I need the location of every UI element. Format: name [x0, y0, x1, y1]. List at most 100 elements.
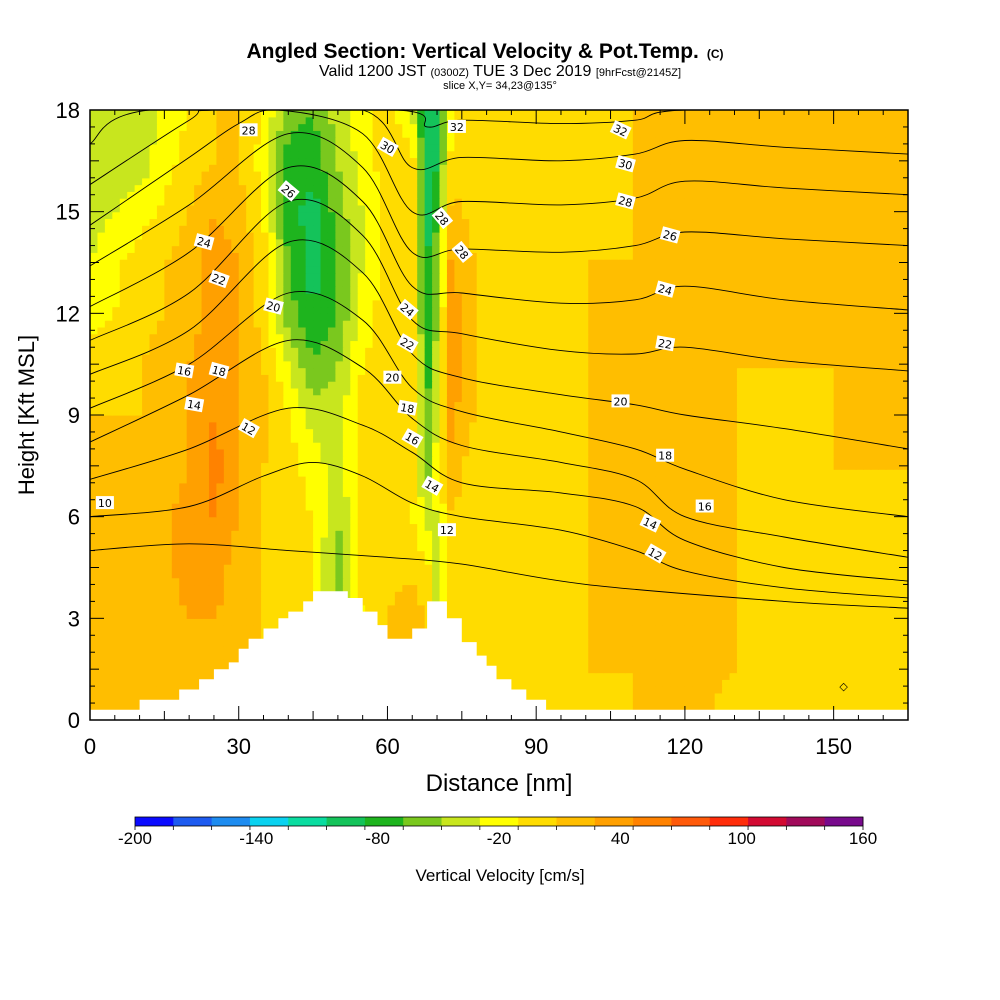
velocity-cell [171, 638, 180, 647]
velocity-cell [893, 584, 902, 592]
velocity-cell [149, 530, 158, 538]
velocity-cell [313, 482, 322, 491]
velocity-cell [499, 530, 508, 538]
velocity-cell [97, 692, 106, 701]
velocity-cell [789, 435, 798, 443]
velocity-cell [714, 543, 723, 552]
velocity-cell [320, 523, 329, 531]
velocity-cell [803, 469, 812, 477]
velocity-cell [617, 469, 627, 477]
velocity-cell [513, 428, 522, 436]
velocity-cell [439, 489, 448, 497]
velocity-cell [134, 659, 143, 667]
velocity-cell [811, 448, 820, 457]
velocity-cell [97, 476, 106, 484]
velocity-cell [647, 570, 656, 579]
velocity-cell [283, 415, 292, 423]
velocity-cell [409, 584, 418, 592]
velocity-cell [335, 482, 344, 491]
velocity-cell [736, 692, 745, 701]
velocity-cell [506, 638, 515, 647]
velocity-cell [833, 699, 842, 708]
velocity-cell [603, 523, 612, 531]
velocity-cell [231, 523, 240, 531]
velocity-cell [357, 489, 366, 497]
velocity-cell [90, 476, 99, 484]
velocity-cell [588, 692, 597, 701]
velocity-cell [662, 686, 671, 694]
velocity-cell [870, 672, 879, 680]
velocity-cell [491, 530, 500, 538]
velocity-cell [692, 659, 701, 667]
velocity-cell [565, 584, 574, 592]
velocity-cell [722, 509, 731, 518]
velocity-cell [580, 672, 589, 680]
velocity-cell [342, 516, 351, 525]
velocity-cell [439, 415, 448, 423]
velocity-cell [789, 550, 798, 558]
velocity-cell [104, 625, 113, 633]
velocity-cell [194, 509, 203, 518]
velocity-cell [625, 631, 634, 640]
velocity-cell [127, 672, 136, 680]
velocity-cell [677, 550, 686, 558]
velocity-cell [729, 523, 738, 531]
velocity-cell [112, 408, 121, 416]
velocity-cell [342, 435, 351, 443]
velocity-cell [640, 645, 649, 653]
velocity-cell [439, 496, 448, 504]
velocity-cell [499, 604, 508, 613]
velocity-cell [350, 442, 359, 450]
velocity-cell [826, 611, 835, 619]
velocity-cell [573, 645, 582, 653]
velocity-cell [580, 557, 589, 565]
velocity-cell [327, 462, 336, 470]
velocity-cell [536, 503, 545, 511]
velocity-cell [662, 462, 671, 470]
velocity-cell [573, 550, 582, 558]
velocity-cell [171, 631, 180, 640]
velocity-cell [246, 408, 255, 416]
velocity-cell [655, 442, 664, 450]
velocity-cell [186, 645, 195, 653]
velocity-cell [432, 523, 441, 531]
velocity-cell [238, 509, 247, 518]
velocity-cell [231, 598, 240, 606]
velocity-cell [662, 442, 671, 450]
velocity-cell [194, 679, 203, 687]
velocity-cell [499, 665, 508, 674]
velocity-cell [424, 455, 433, 464]
velocity-cell [751, 435, 760, 443]
velocity-cell [632, 543, 641, 552]
velocity-cell [595, 496, 604, 504]
velocity-cell [446, 435, 455, 443]
velocity-cell [811, 618, 820, 626]
velocity-cell [625, 577, 634, 586]
velocity-cell [223, 631, 232, 640]
velocity-cell [469, 428, 478, 436]
velocity-cell [595, 462, 604, 470]
velocity-cell [744, 577, 753, 586]
velocity-cell [223, 448, 232, 457]
velocity-cell [588, 550, 597, 558]
velocity-cell [558, 516, 567, 525]
velocity-cell [424, 537, 433, 545]
velocity-cell [134, 489, 143, 497]
velocity-cell [833, 611, 842, 619]
velocity-cell [112, 611, 121, 619]
velocity-cell [104, 692, 113, 701]
velocity-cell [603, 625, 612, 633]
velocity-cell [253, 618, 262, 626]
velocity-cell [662, 659, 671, 667]
velocity-cell [655, 428, 664, 436]
velocity-cell [194, 503, 203, 511]
velocity-cell [632, 570, 641, 579]
velocity-cell [469, 462, 478, 470]
velocity-cell [781, 455, 790, 464]
velocity-cell [446, 509, 455, 518]
velocity-cell [268, 530, 277, 538]
velocity-cell [640, 618, 649, 626]
velocity-cell [97, 435, 106, 443]
velocity-cell [625, 638, 634, 647]
velocity-cell [565, 611, 574, 619]
